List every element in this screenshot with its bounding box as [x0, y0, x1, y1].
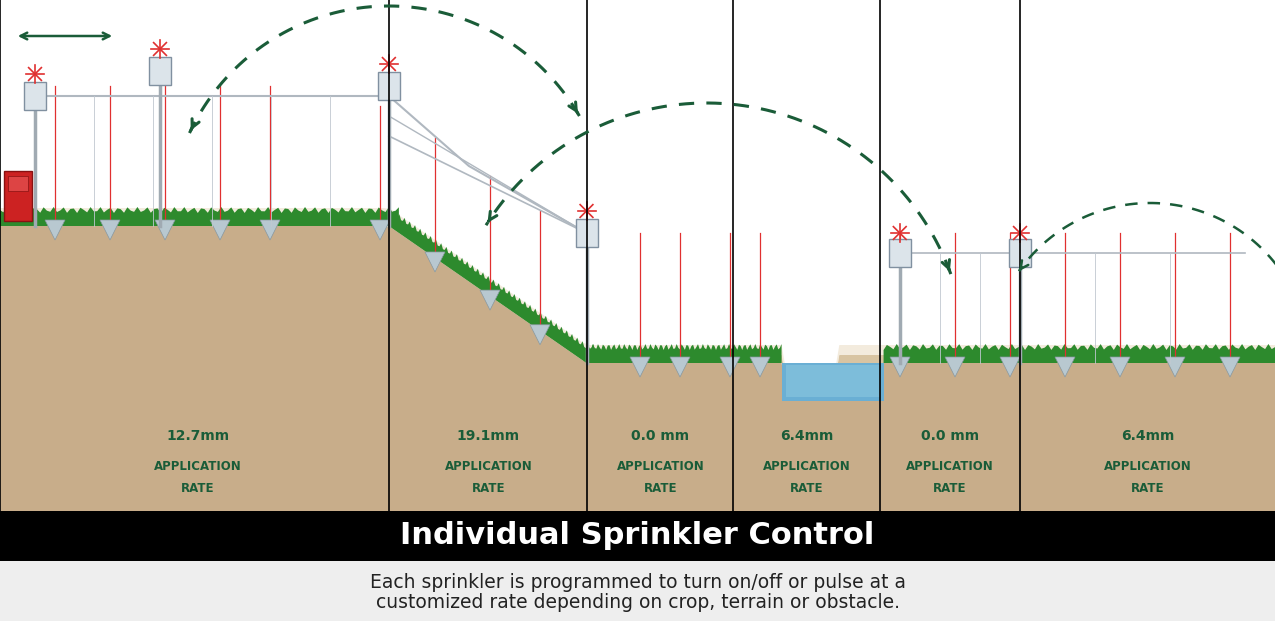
Polygon shape — [945, 357, 965, 377]
Polygon shape — [782, 363, 884, 401]
Text: RATE: RATE — [933, 483, 966, 496]
Text: RATE: RATE — [472, 483, 505, 496]
Bar — [0, 511, 1275, 621]
Text: APPLICATION: APPLICATION — [1104, 460, 1191, 473]
Polygon shape — [0, 218, 1275, 401]
Polygon shape — [884, 344, 1275, 363]
Text: customized rate depending on crop, terrain or obstacle.: customized rate depending on crop, terra… — [376, 594, 899, 612]
Bar — [0, 0, 1275, 511]
Polygon shape — [1054, 357, 1075, 377]
Text: RATE: RATE — [181, 483, 214, 496]
Text: 19.1mm: 19.1mm — [456, 429, 520, 443]
Polygon shape — [0, 208, 1275, 393]
Text: APPLICATION: APPLICATION — [154, 460, 241, 473]
Bar — [377, 72, 400, 100]
Bar — [8, 176, 28, 191]
Polygon shape — [1165, 357, 1184, 377]
Polygon shape — [0, 207, 399, 226]
Bar — [889, 239, 910, 267]
Polygon shape — [370, 220, 390, 240]
Polygon shape — [1111, 357, 1130, 377]
Polygon shape — [720, 357, 739, 377]
Bar — [149, 57, 171, 85]
Polygon shape — [586, 344, 782, 363]
Polygon shape — [1220, 357, 1241, 377]
Polygon shape — [389, 207, 597, 363]
Bar — [1009, 239, 1031, 267]
Text: 0.0 mm: 0.0 mm — [631, 429, 690, 443]
Bar — [575, 219, 598, 247]
Text: APPLICATION: APPLICATION — [907, 460, 993, 473]
Polygon shape — [785, 365, 880, 397]
Text: APPLICATION: APPLICATION — [445, 460, 532, 473]
Polygon shape — [1000, 357, 1020, 377]
Text: Each sprinkler is programmed to turn on/off or pulse at a: Each sprinkler is programmed to turn on/… — [370, 574, 905, 592]
Text: RATE: RATE — [790, 483, 824, 496]
Text: APPLICATION: APPLICATION — [617, 460, 704, 473]
Text: 12.7mm: 12.7mm — [166, 429, 230, 443]
Polygon shape — [890, 357, 910, 377]
Text: RATE: RATE — [1131, 483, 1164, 496]
Text: 0.0 mm: 0.0 mm — [921, 429, 979, 443]
Text: 6.4mm: 6.4mm — [1121, 429, 1174, 443]
Polygon shape — [479, 290, 500, 310]
Text: APPLICATION: APPLICATION — [764, 460, 850, 473]
Text: Individual Sprinkler Control: Individual Sprinkler Control — [400, 522, 875, 550]
Text: 6.4mm: 6.4mm — [780, 429, 834, 443]
Polygon shape — [210, 220, 229, 240]
Polygon shape — [750, 357, 770, 377]
Polygon shape — [530, 325, 550, 345]
Polygon shape — [260, 220, 280, 240]
Polygon shape — [45, 220, 65, 240]
Polygon shape — [425, 252, 445, 272]
Polygon shape — [156, 220, 175, 240]
Bar — [24, 82, 46, 110]
Polygon shape — [630, 357, 650, 377]
Bar — [4, 171, 32, 221]
Polygon shape — [0, 226, 1275, 511]
Polygon shape — [669, 357, 690, 377]
Polygon shape — [99, 220, 120, 240]
Text: RATE: RATE — [644, 483, 677, 496]
Bar — [0, 511, 1275, 561]
